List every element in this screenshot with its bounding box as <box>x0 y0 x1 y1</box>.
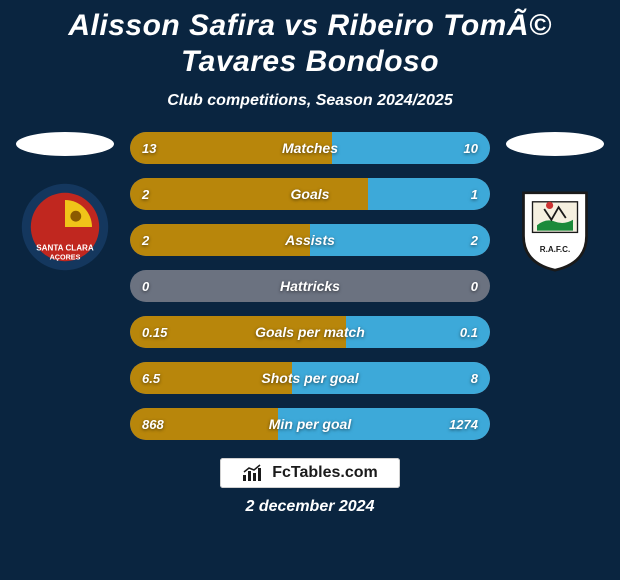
stat-bar-right-fill <box>368 178 490 210</box>
left-player-ellipse <box>16 132 114 156</box>
stat-bar-left-value: 0 <box>142 270 149 302</box>
stat-bar-row: 6.58Shots per goal <box>130 362 490 394</box>
stat-bar-right-fill <box>292 362 490 394</box>
stat-bar-right-value: 0 <box>471 270 478 302</box>
left-club-badge-icon: SANTA CLARA AÇORES <box>20 182 110 272</box>
left-player-side: SANTA CLARA AÇORES <box>10 132 120 272</box>
stat-bar-row: 1310Matches <box>130 132 490 164</box>
stat-bar-row: 21Goals <box>130 178 490 210</box>
right-club-badge-icon: R.A.F.C. <box>510 182 600 272</box>
brand-badge: FcTables.com <box>220 458 400 488</box>
stat-bar-left-fill <box>130 178 368 210</box>
brand-chart-icon <box>242 464 264 482</box>
stat-bar-left-fill <box>130 316 346 348</box>
comparison-row: SANTA CLARA AÇORES 1310Matches 21Goals 22A… <box>0 132 620 440</box>
svg-text:R.A.F.C.: R.A.F.C. <box>540 245 571 254</box>
right-player-ellipse <box>506 132 604 156</box>
stat-bar-left-fill <box>130 132 332 164</box>
stat-bar-right-fill <box>278 408 490 440</box>
stat-bar-row: 8681274Min per goal <box>130 408 490 440</box>
right-player-side: R.A.F.C. <box>500 132 610 272</box>
stat-bar-right-fill <box>332 132 490 164</box>
stat-bar-right-fill <box>346 316 490 348</box>
stat-bar-left-fill <box>130 362 292 394</box>
stat-bar-left-fill <box>130 224 310 256</box>
page-subtitle: Club competitions, Season 2024/2025 <box>167 92 452 110</box>
stat-bar-right-fill <box>310 224 490 256</box>
svg-text:SANTA CLARA: SANTA CLARA <box>36 243 94 252</box>
footer-date: 2 december 2024 <box>246 498 375 516</box>
stat-bar-row: 0 0Hattricks <box>130 270 490 302</box>
page-title: Alisson Safira vs Ribeiro TomÃ© Tavares … <box>0 8 620 80</box>
stat-bar-left-fill <box>130 408 278 440</box>
stat-bars: 1310Matches 21Goals 22Assists 0 0Hattricks 0.… <box>130 132 490 440</box>
brand-text: FcTables.com <box>272 464 378 482</box>
stat-bar-label: Hattricks <box>130 270 490 302</box>
stat-bar-row: 22Assists <box>130 224 490 256</box>
stat-bar-row: 0.150.1Goals per match <box>130 316 490 348</box>
svg-text:AÇORES: AÇORES <box>50 252 81 261</box>
